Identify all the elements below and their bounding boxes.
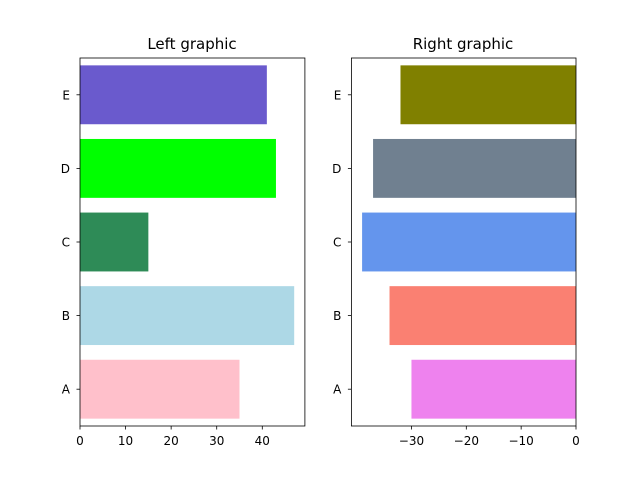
left-xtick-label: 10 xyxy=(118,434,133,448)
right-plot-area: A B C D E −30 −20 −10 0 xyxy=(332,57,580,448)
right-ytick-label: C xyxy=(333,236,341,250)
left-axes-frame xyxy=(79,57,306,427)
left-ytick-label: C xyxy=(62,236,70,250)
right-bar-A xyxy=(411,359,576,419)
left-ytick-label: E xyxy=(62,88,70,102)
right-bar-C xyxy=(362,212,576,272)
left-xtick-label: 20 xyxy=(164,434,179,448)
right-ytick-label: B xyxy=(333,309,341,323)
right-chart: Right graphic A B C D E −30 −20 −10 0 xyxy=(332,35,580,448)
left-bar-D xyxy=(80,138,276,198)
right-xtick-label: −30 xyxy=(399,434,424,448)
right-xtick-label: −20 xyxy=(454,434,479,448)
right-chart-title: Right graphic xyxy=(413,35,514,53)
right-bar-E xyxy=(400,65,576,125)
left-ytick-label: D xyxy=(61,162,70,176)
left-bar-B xyxy=(80,286,295,346)
left-chart: Left graphic A B C D E 0 10 20 30 40 xyxy=(61,35,306,448)
right-xtick-label: 0 xyxy=(572,434,580,448)
left-plot-area: A B C D E 0 10 20 30 40 xyxy=(61,57,306,448)
left-bar-A xyxy=(80,359,240,419)
right-ytick-label: E xyxy=(334,88,342,102)
left-ytick-label: A xyxy=(62,383,71,397)
right-bar-D xyxy=(373,138,576,198)
left-bar-C xyxy=(80,212,149,272)
left-xtick-label: 0 xyxy=(76,434,84,448)
left-xtick-label: 40 xyxy=(255,434,270,448)
right-ytick-label: A xyxy=(333,383,342,397)
left-xtick-label: 30 xyxy=(209,434,224,448)
left-ytick-label: B xyxy=(62,309,70,323)
left-bar-E xyxy=(80,65,267,125)
right-bar-B xyxy=(389,286,576,346)
left-chart-title: Left graphic xyxy=(147,35,236,53)
right-axes-frame xyxy=(350,57,577,427)
right-xtick-label: −10 xyxy=(508,434,533,448)
right-ytick-label: D xyxy=(332,162,341,176)
